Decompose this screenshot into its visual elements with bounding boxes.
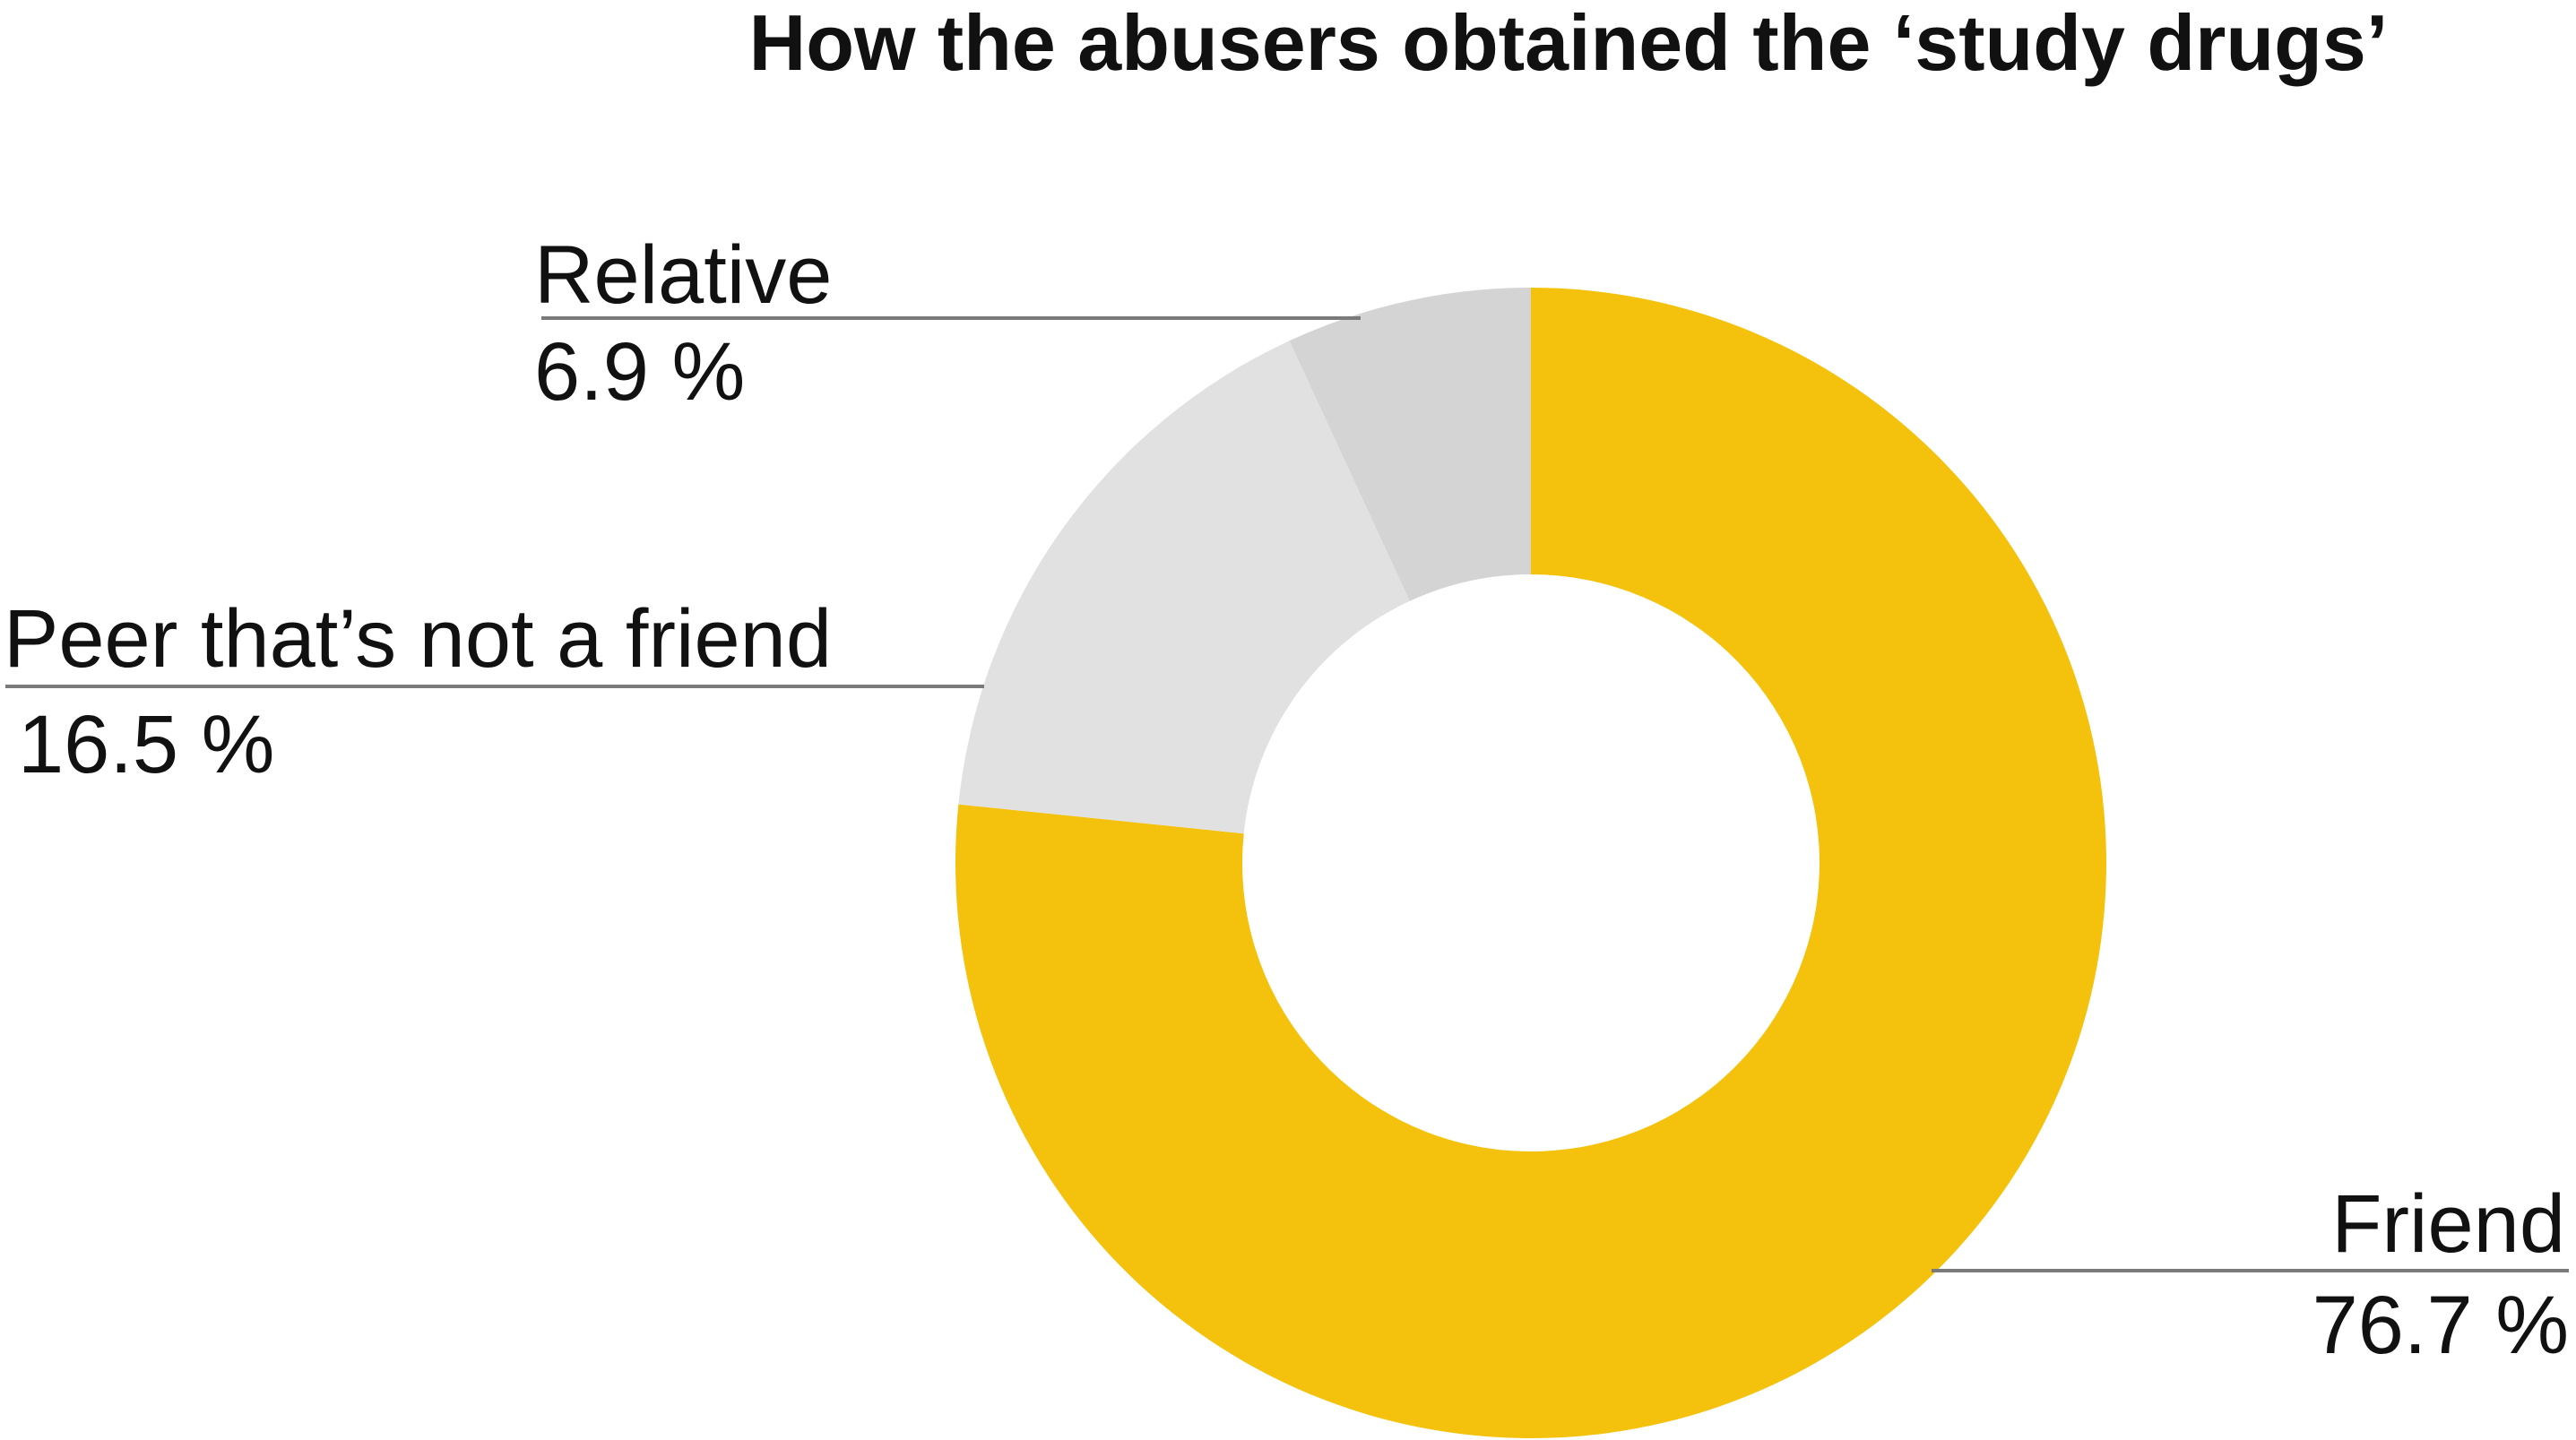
chart-title: How the abusers obtained the ‘study drug… <box>749 0 2389 87</box>
slice-peer <box>958 341 1410 834</box>
slice-label-relative: Relative <box>534 229 832 321</box>
slice-group <box>955 288 2106 1438</box>
slice-label-friend: Friend <box>2331 1178 2565 1270</box>
slice-relative <box>1289 288 1531 601</box>
slice-friend <box>955 288 2106 1438</box>
slice-value-friend: 76.7 % <box>2312 1280 2569 1371</box>
slice-value-relative: 6.9 % <box>534 326 745 418</box>
slice-value-peer: 16.5 % <box>18 699 274 790</box>
slice-label-peer: Peer that’s not a friend <box>4 593 832 685</box>
